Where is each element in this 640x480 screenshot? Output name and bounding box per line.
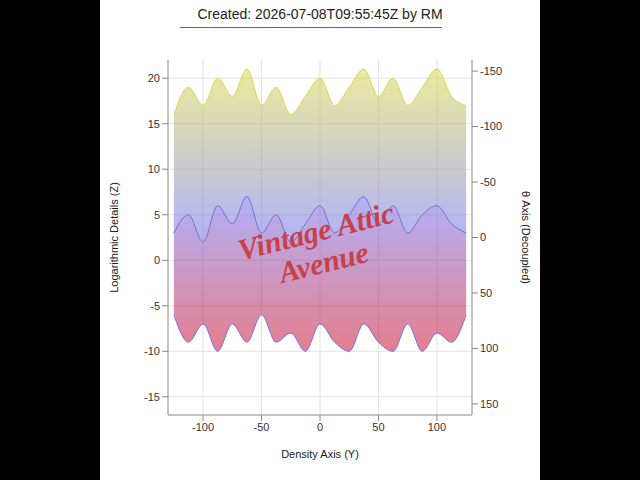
- svg-text:100: 100: [480, 342, 498, 354]
- svg-text:-100: -100: [192, 421, 214, 433]
- svg-text:150: 150: [480, 398, 498, 410]
- html-text:Created: 2026-07-08T09:55:45Z: Created: 2026-07-08T09:55:45Z by RM: [197, 6, 443, 22]
- svg-text:50: 50: [372, 421, 384, 433]
- svg-text:-150: -150: [480, 65, 502, 77]
- svg-text:100: 100: [428, 421, 446, 433]
- svg-text:0: 0: [480, 231, 486, 243]
- svg-text:-100: -100: [480, 120, 502, 132]
- svg-text:Logarithmic Details (Z): Logarithmic Details (Z): [108, 182, 120, 293]
- svg-text:50: 50: [480, 287, 492, 299]
- svg-text:0: 0: [317, 421, 323, 433]
- svg-text:0: 0: [154, 254, 160, 266]
- svg-text:15: 15: [148, 118, 160, 130]
- svg-text:5: 5: [154, 209, 160, 221]
- svg-text:10: 10: [148, 163, 160, 175]
- svg-text:-5: -5: [150, 300, 160, 312]
- svg-text:θ Axis (Decoupled): θ Axis (Decoupled): [520, 191, 532, 284]
- svg-text:-50: -50: [254, 421, 270, 433]
- html-text:Vintage Attic Avenue: Vintage Attic Avenue: [234, 195, 398, 290]
- svg-text:20: 20: [148, 72, 160, 84]
- svg-text:-10: -10: [144, 345, 160, 357]
- svg-text:Density Axis (Y): Density Axis (Y): [281, 448, 359, 460]
- svg-text:-15: -15: [144, 391, 160, 403]
- svg-text:-50: -50: [480, 176, 496, 188]
